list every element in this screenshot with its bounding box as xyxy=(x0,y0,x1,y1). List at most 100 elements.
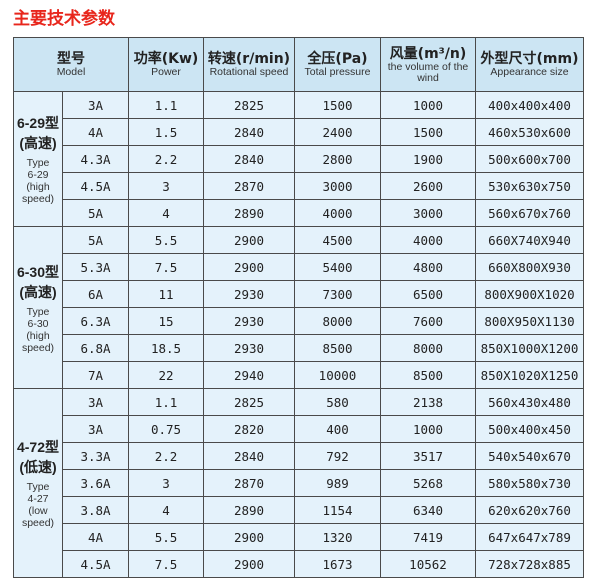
cell-size: 580x580x730 xyxy=(475,469,584,497)
cell-size: 850X1000X1200 xyxy=(475,334,584,362)
header-en: Total pressure xyxy=(304,66,371,78)
header-speed: 转速(r/min) Rotational speed xyxy=(203,37,295,92)
cell-model-size: 5.3A xyxy=(62,253,129,281)
header-cn: 功率(Kw) xyxy=(133,51,199,67)
cell-pressure: 8500 xyxy=(294,334,381,362)
cell-model-size: 3.6A xyxy=(62,469,129,497)
header-cn: 风量(m³/n) xyxy=(389,45,467,62)
cell-size: 560x430x480 xyxy=(475,388,584,416)
cell-wind-volume: 1900 xyxy=(380,145,476,173)
cell-pressure: 1500 xyxy=(294,91,381,119)
group-en: Type 6-29 (high speed) xyxy=(21,157,55,205)
cell-model-size: 3.3A xyxy=(62,442,129,470)
header-en: the volume of the wind xyxy=(387,60,469,84)
cell-power: 7.5 xyxy=(128,550,204,578)
cell-speed: 2930 xyxy=(203,280,295,308)
cell-model-size: 6.8A xyxy=(62,334,129,362)
cell-size: 728x728x885 xyxy=(475,550,584,578)
cell-power: 7.5 xyxy=(128,253,204,281)
cell-power: 2.2 xyxy=(128,442,204,470)
header-en: Rotational speed xyxy=(209,66,289,78)
cell-pressure: 2400 xyxy=(294,118,381,146)
page-title: 主要技术参数 xyxy=(13,9,115,29)
cell-speed: 2940 xyxy=(203,361,295,389)
cell-speed: 2870 xyxy=(203,172,295,200)
cell-size: 660X800X930 xyxy=(475,253,584,281)
cell-model-size: 7A xyxy=(62,361,129,389)
table-row: 6-30型 (高速) Type 6-30 (high speed) 5A 5.5 2900… xyxy=(13,226,584,389)
cell-model-size: 5A xyxy=(62,226,129,254)
model-group: 6-30型 (高速) Type 6-30 (high speed) xyxy=(13,226,63,389)
table-row: 4-72型 (低速) Type 4-27 (low speed) 3A 1.1 2825 5… xyxy=(13,388,584,578)
header-wind-volume: 风量(m³/n) the volume of the wind xyxy=(380,37,476,92)
table-row: 3.3A 2.2 2840 792 3517 540x540x670 xyxy=(14,442,584,470)
cell-size: 500x400x450 xyxy=(475,415,584,443)
table-row: 7A 22 2940 10000 8500 850X1020X1250 xyxy=(14,361,584,389)
cell-size: 400x400x400 xyxy=(475,91,584,119)
cell-pressure: 792 xyxy=(294,442,381,470)
table-row: 6A 11 2930 7300 6500 800X900X1020 xyxy=(14,280,584,308)
cell-power: 0.75 xyxy=(128,415,204,443)
cell-pressure: 4500 xyxy=(294,226,381,254)
cell-power: 1.5 xyxy=(128,118,204,146)
header-size: 外型尺寸(mm) Appearance size xyxy=(475,37,584,92)
cell-pressure: 1154 xyxy=(294,496,381,524)
table-row: 4A 1.5 2840 2400 1500 460x530x600 xyxy=(14,118,584,146)
table-row: 3.6A 3 2870 989 5268 580x580x730 xyxy=(14,469,584,497)
table-row: 3A 0.75 2820 400 1000 500x400x450 xyxy=(14,415,584,443)
cell-wind-volume: 4800 xyxy=(380,253,476,281)
cell-size: 500x600x700 xyxy=(475,145,584,173)
cell-speed: 2890 xyxy=(203,496,295,524)
cell-pressure: 580 xyxy=(294,388,381,416)
header-power: 功率(Kw) Power xyxy=(128,37,204,92)
cell-model-size: 4.5A xyxy=(62,550,129,578)
cell-pressure: 400 xyxy=(294,415,381,443)
cell-power: 22 xyxy=(128,361,204,389)
cell-speed: 2825 xyxy=(203,91,295,119)
group-speed: (高速) xyxy=(19,135,57,151)
cell-speed: 2890 xyxy=(203,199,295,227)
table-row: 4A 5.5 2900 1320 7419 647x647x789 xyxy=(14,523,584,551)
cell-pressure: 8000 xyxy=(294,307,381,335)
cell-wind-volume: 1000 xyxy=(380,415,476,443)
cell-power: 5.5 xyxy=(128,523,204,551)
header-model: 型号 Model xyxy=(13,37,129,92)
cell-wind-volume: 3000 xyxy=(380,199,476,227)
cell-speed: 2840 xyxy=(203,442,295,470)
group-type: 4-72型 xyxy=(16,439,60,455)
cell-model-size: 4A xyxy=(62,523,129,551)
cell-size: 560x670x760 xyxy=(475,199,584,227)
cell-size: 540x540x670 xyxy=(475,442,584,470)
header-cn: 外型尺寸(mm) xyxy=(480,51,579,67)
cell-size: 620x620x760 xyxy=(475,496,584,524)
cell-model-size: 3A xyxy=(62,388,129,416)
header-en: Power xyxy=(151,66,181,78)
cell-pressure: 7300 xyxy=(294,280,381,308)
cell-model-size: 4.5A xyxy=(62,172,129,200)
table-row: 6.8A 18.5 2930 8500 8000 850X1000X1200 xyxy=(14,334,584,362)
cell-speed: 2870 xyxy=(203,469,295,497)
header-cn: 转速(r/min) xyxy=(207,51,291,67)
cell-model-size: 6.3A xyxy=(62,307,129,335)
cell-speed: 2840 xyxy=(203,145,295,173)
header-cn: 全压(Pa) xyxy=(307,51,368,67)
cell-power: 11 xyxy=(128,280,204,308)
cell-size: 647x647x789 xyxy=(475,523,584,551)
cell-size: 800X950X1130 xyxy=(475,307,584,335)
cell-wind-volume: 6500 xyxy=(380,280,476,308)
cell-pressure: 2800 xyxy=(294,145,381,173)
cell-pressure: 989 xyxy=(294,469,381,497)
cell-wind-volume: 10562 xyxy=(380,550,476,578)
table-row: 5.3A 7.5 2900 5400 4800 660X800X930 xyxy=(14,253,584,281)
table-row: 4.3A 2.2 2840 2800 1900 500x600x700 xyxy=(14,145,584,173)
cell-speed: 2930 xyxy=(203,307,295,335)
model-group: 6-29型 (高速) Type 6-29 (high speed) xyxy=(13,91,63,227)
cell-model-size: 3A xyxy=(62,91,129,119)
cell-wind-volume: 8000 xyxy=(380,334,476,362)
cell-pressure: 3000 xyxy=(294,172,381,200)
cell-model-size: 5A xyxy=(62,199,129,227)
group-speed: (低速) xyxy=(19,459,57,475)
header-pressure: 全压(Pa) Total pressure xyxy=(294,37,381,92)
cell-size: 660X740X940 xyxy=(475,226,584,254)
cell-wind-volume: 1000 xyxy=(380,91,476,119)
